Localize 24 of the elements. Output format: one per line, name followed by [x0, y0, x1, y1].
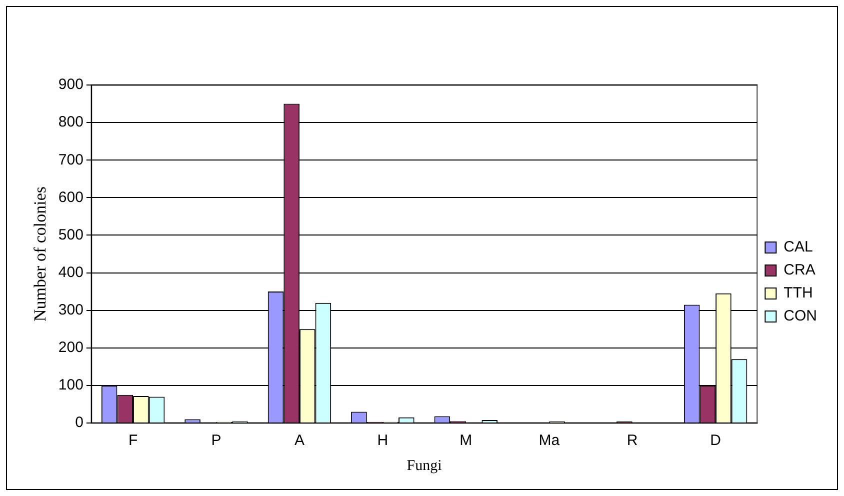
x-tick-label: A	[294, 432, 304, 450]
y-tick-label: 800	[58, 114, 84, 131]
x-tick-label: P	[211, 432, 222, 450]
x-tick-label: H	[377, 432, 388, 450]
x-tick-label: D	[710, 432, 722, 450]
legend-label: CRA	[784, 262, 816, 279]
x-axis-title: Fungi	[406, 458, 442, 474]
y-tick-label: 300	[58, 301, 84, 318]
y-tick-label: 400	[58, 264, 84, 281]
y-tick-label: 600	[58, 188, 84, 206]
x-tick-label: Ma	[538, 432, 560, 450]
x-tick-label: R	[626, 432, 638, 450]
y-tick-label: 700	[58, 151, 84, 168]
x-tick-label: F	[128, 432, 138, 450]
y-tick-label: 200	[58, 339, 84, 356]
y-tick-label: 100	[58, 376, 84, 394]
y-tick-label: 900	[58, 76, 84, 94]
legend-label: CAL	[784, 238, 813, 256]
x-tick-label: M	[460, 432, 472, 450]
y-axis-title: Number of colonies	[30, 186, 50, 322]
y-tick-label: 0	[75, 414, 84, 432]
legend-label: CON	[784, 308, 818, 325]
y-tick-label: 500	[58, 226, 84, 244]
legend-label: TTH	[784, 284, 813, 302]
